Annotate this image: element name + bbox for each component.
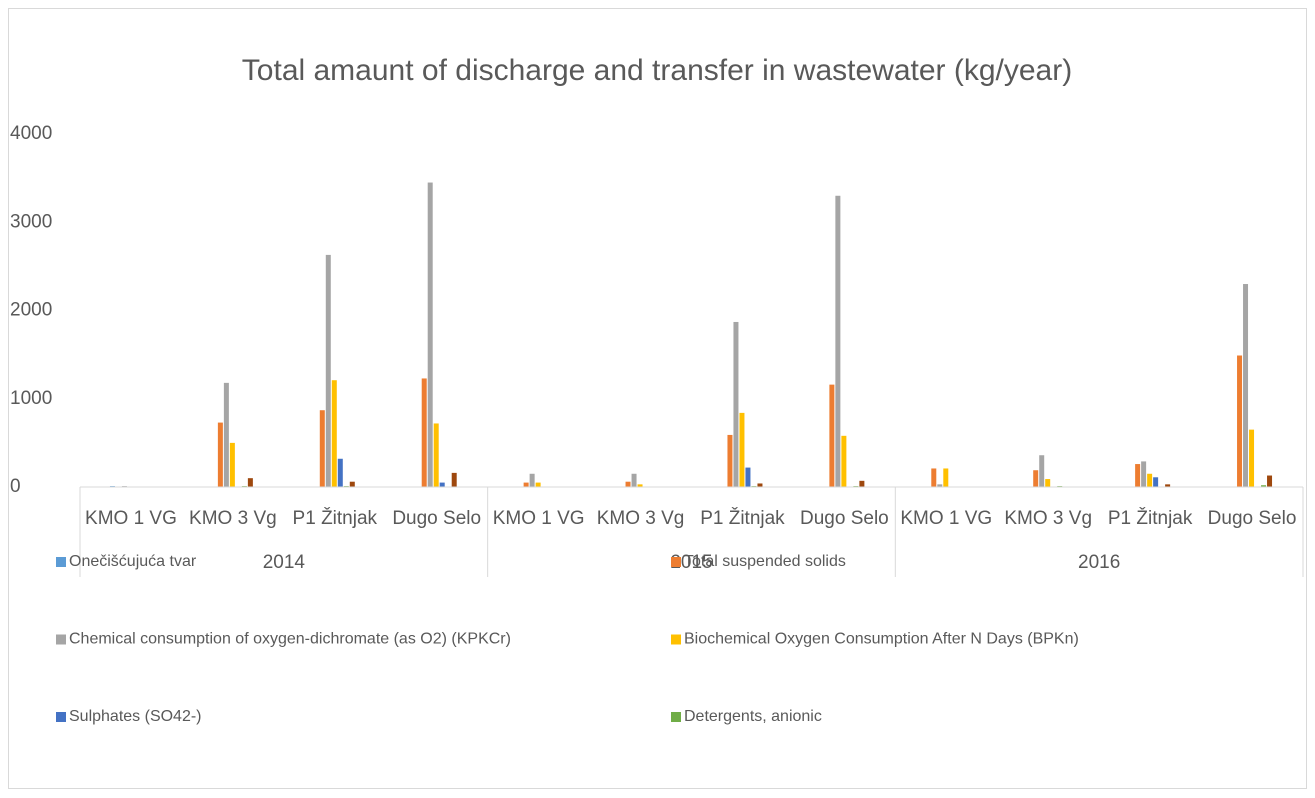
bar bbox=[1261, 485, 1267, 487]
legend-swatch bbox=[56, 712, 66, 722]
x-tick-label: KMO 3 Vg bbox=[597, 508, 685, 529]
bar bbox=[1165, 484, 1171, 487]
legend-label: Biochemical Oxygen Consumption After N D… bbox=[684, 631, 1079, 648]
group-label: 2014 bbox=[263, 552, 306, 573]
bar bbox=[1243, 284, 1249, 487]
bar bbox=[427, 182, 433, 487]
bar bbox=[349, 481, 355, 487]
bar bbox=[1267, 475, 1273, 487]
bar bbox=[433, 423, 439, 487]
bar bbox=[1045, 479, 1051, 487]
y-tick-label: 2000 bbox=[10, 300, 52, 321]
legend-label: Detergents, anionic bbox=[684, 708, 822, 725]
bar bbox=[1033, 470, 1039, 487]
chart-title: Total amaunt of discharge and transfer i… bbox=[242, 54, 1072, 87]
bar bbox=[943, 468, 949, 487]
bar bbox=[229, 442, 235, 487]
bar bbox=[223, 382, 229, 487]
bar bbox=[217, 422, 223, 487]
bar bbox=[931, 468, 937, 487]
x-tick-label: P1 Žitnjak bbox=[1108, 507, 1193, 529]
chart-border bbox=[8, 8, 1307, 789]
x-tick-label: KMO 1 VG bbox=[85, 508, 177, 529]
bar bbox=[745, 467, 751, 487]
bar bbox=[1135, 464, 1141, 487]
bar bbox=[331, 380, 337, 487]
y-tick-label: 0 bbox=[10, 476, 21, 497]
bar bbox=[835, 195, 841, 487]
legend-label: Total suspended solids bbox=[684, 553, 846, 570]
bar bbox=[1039, 455, 1045, 487]
bar bbox=[337, 458, 343, 487]
x-tick-label: KMO 3 Vg bbox=[1004, 508, 1092, 529]
bar bbox=[1141, 461, 1147, 487]
legend-swatch bbox=[671, 557, 681, 567]
legend-label: Onečišćujuća tvar bbox=[69, 553, 197, 570]
bar bbox=[529, 473, 535, 487]
legend-swatch bbox=[56, 557, 66, 567]
bar bbox=[319, 410, 325, 487]
x-tick-label: P1 Žitnjak bbox=[700, 507, 785, 529]
bar bbox=[1249, 429, 1255, 487]
bar bbox=[1147, 473, 1153, 487]
bar bbox=[451, 472, 457, 487]
bar bbox=[859, 480, 865, 487]
bar bbox=[841, 435, 847, 487]
bar bbox=[739, 412, 745, 487]
x-tick-label: KMO 3 Vg bbox=[189, 508, 277, 529]
x-tick-label: Dugo Selo bbox=[1208, 508, 1297, 529]
bar bbox=[733, 321, 739, 487]
bar bbox=[937, 484, 943, 487]
x-tick-label: KMO 1 VG bbox=[900, 508, 992, 529]
legend-swatch bbox=[671, 712, 681, 722]
bar bbox=[325, 254, 331, 487]
legend-swatch bbox=[56, 634, 66, 645]
bar bbox=[535, 482, 541, 487]
legend-swatch bbox=[671, 634, 681, 645]
bar bbox=[247, 478, 253, 487]
group-label: 2016 bbox=[1078, 552, 1120, 573]
legend-label: Chemical consumption of oxygen-dichromat… bbox=[69, 631, 511, 648]
y-tick-label: 4000 bbox=[10, 123, 52, 144]
x-tick-label: KMO 1 VG bbox=[493, 508, 585, 529]
legend-label: Sulphates (SO42-) bbox=[69, 708, 202, 725]
bar bbox=[421, 378, 427, 487]
bar bbox=[757, 483, 763, 487]
y-tick-label: 1000 bbox=[10, 388, 52, 409]
y-tick-label: 3000 bbox=[10, 211, 52, 232]
bar bbox=[625, 481, 631, 487]
bar bbox=[1237, 355, 1243, 487]
bar bbox=[727, 434, 733, 487]
x-tick-label: P1 Žitnjak bbox=[293, 507, 378, 529]
x-tick-label: Dugo Selo bbox=[392, 508, 481, 529]
bar bbox=[631, 473, 637, 487]
bar bbox=[1153, 477, 1159, 487]
x-tick-label: Dugo Selo bbox=[800, 508, 889, 529]
bar bbox=[439, 482, 445, 487]
bar bbox=[637, 484, 643, 487]
bar bbox=[829, 384, 835, 487]
bar bbox=[523, 482, 529, 487]
